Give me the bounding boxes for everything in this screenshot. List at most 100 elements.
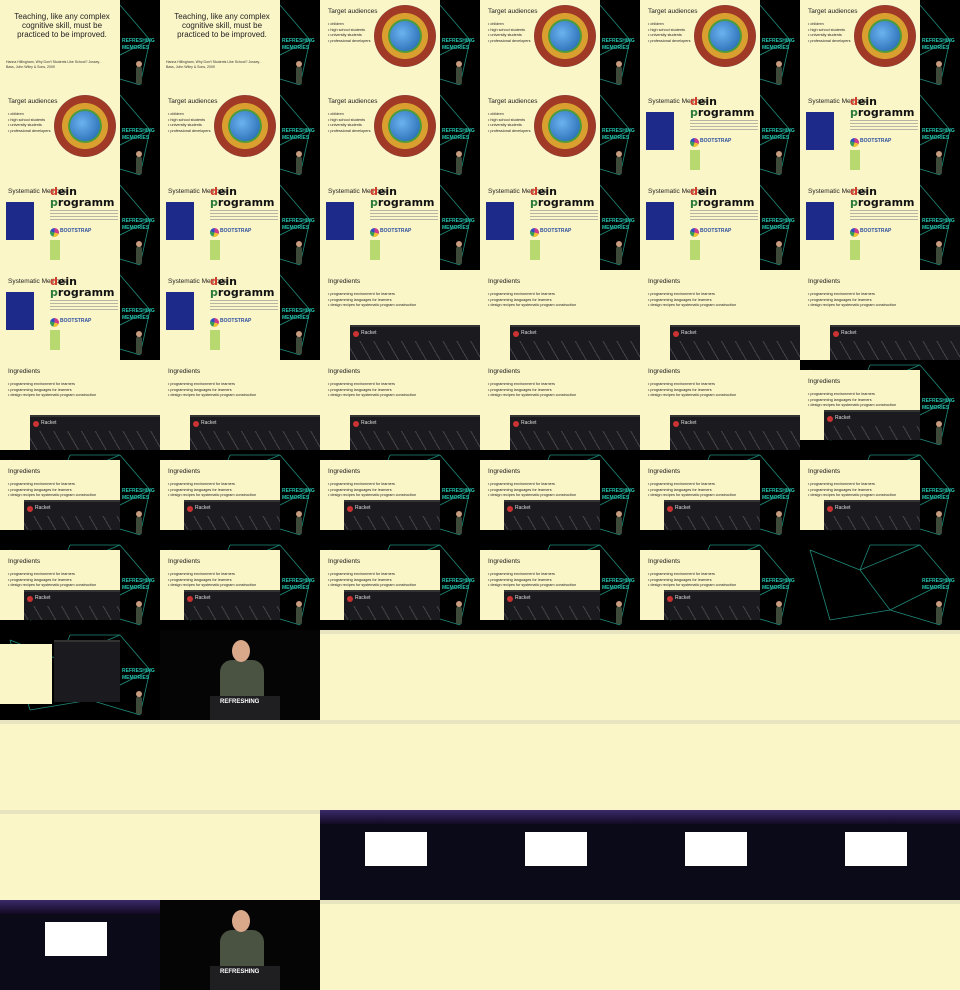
programm-text: programm (850, 197, 915, 208)
globe-image (694, 5, 756, 67)
programm-letter: p (210, 286, 218, 299)
ingredients-slide: Ingredients • programming environment for… (800, 370, 920, 440)
dein-letter: d (530, 185, 538, 198)
dein-rest: ein (857, 95, 877, 108)
bullet-item: • children (328, 22, 344, 26)
methods-slide: Systematic Methods dein programm BOOTSTRAP (320, 180, 440, 270)
racket-graphic (664, 516, 760, 530)
speaker-figure (456, 241, 462, 264)
dein-letter: d (210, 185, 218, 198)
thumbnail-ingredients: Ingredients • programming environment for… (640, 360, 800, 450)
bullet-item: • university students (648, 33, 682, 37)
book-cover (166, 292, 194, 330)
globe-image (214, 95, 276, 157)
speaker-figure (296, 151, 302, 174)
racket-icon (187, 506, 193, 512)
programm-rest: rogramm (57, 286, 115, 299)
bullet-list: • programming environment for learners • … (168, 572, 256, 589)
slide-title: Target audiences (168, 98, 218, 105)
stage-wide-shot (480, 810, 640, 900)
racket-label: Racket (515, 595, 531, 601)
racket-icon (187, 596, 193, 602)
quote-slide: Teaching, like any complex cognitive ski… (160, 0, 280, 90)
description-text (690, 120, 758, 132)
speaker-figure (136, 691, 142, 714)
brand-logo: REFRESHING MEMORIES (762, 488, 796, 502)
ingredients-slide: Ingredients • programming environment for… (320, 360, 480, 450)
bullet-list: • children • high school students • univer… (328, 22, 371, 44)
bullet-list: • programming environment for learners • … (488, 292, 576, 309)
document-screen (640, 900, 800, 990)
bullet-list: • programming environment for learners • … (488, 482, 576, 499)
brand-line: REFRESHING (922, 398, 955, 404)
dein-programm-logo: dein programm (370, 186, 435, 208)
bullet-list: • programming environment for learners • … (168, 482, 256, 499)
bullet-item: • professional developers (808, 38, 851, 43)
thumbnail-ingredients: Ingredients • programming environment for… (800, 270, 960, 360)
bullet-list: • children • high school students • univer… (488, 22, 531, 44)
brand-line: REFRESHING (922, 218, 955, 224)
bullet-item: • high school students (808, 27, 846, 32)
thumbnail-doc (480, 900, 640, 990)
speaker-figure (776, 61, 782, 84)
slide-title: Systematic Methods (648, 98, 707, 105)
brand-line: MEMORIES (922, 225, 950, 231)
document-screen (160, 810, 320, 900)
programm-rest: rogramm (57, 196, 115, 209)
racket-label: Racket (681, 330, 697, 336)
slide-title: Target audiences (328, 98, 378, 105)
methods-slide: Systematic Methods dein programm BOOTSTRAP (640, 180, 760, 270)
racket-label: Racket (675, 595, 691, 601)
thumbnail-ingredients: Ingredients • programming environment for… (320, 270, 480, 360)
thumbnail-ingredients-small: Ingredients • programming environment for… (160, 540, 320, 630)
brand-logo: REFRESHING MEMORIES (762, 218, 796, 232)
projection-screen (45, 922, 107, 956)
bullet-item: • programming languages for learners (648, 487, 712, 492)
methods-slide: Systematic Methods dein programm BOOTSTRAP (640, 90, 760, 180)
thumbnail-network: REFRESHING MEMORIES (800, 540, 960, 630)
speaker-figure (456, 151, 462, 174)
slide-title: Ingredients (808, 278, 841, 285)
speaker-figure (456, 601, 462, 624)
dein-programm-logo: dein programm (210, 276, 275, 298)
brand-line: MEMORIES (602, 45, 630, 51)
brand-logo: REFRESHING MEMORIES (922, 128, 956, 142)
bullet-item: • programming environment for learners (8, 382, 75, 386)
thumbnail-desktop: REFRESHING MEMORIES (0, 630, 160, 720)
dein-programm-logo: dein programm (50, 276, 115, 298)
quote-citation: Hanna Hillingham, Why Don't Students Lik… (166, 60, 261, 69)
document-screen (480, 900, 640, 990)
speaker-closeup: REFRESHING (160, 630, 320, 720)
brand-line: MEMORIES (122, 585, 150, 591)
racket-graphic (24, 606, 120, 620)
dein-programm-logo: dein programm (530, 186, 595, 208)
brand-line: MEMORIES (282, 45, 310, 51)
bullet-list: • programming environment for learners • … (808, 292, 896, 309)
slide-title: Ingredients (328, 558, 361, 565)
programm-rest: rogramm (377, 196, 435, 209)
bullet-item: • programming languages for learners (648, 387, 712, 392)
dein-rest: ein (57, 275, 77, 288)
programm-letter: p (530, 196, 538, 209)
bullet-list: • programming environment for learners • … (808, 392, 896, 409)
bullet-list: • programming environment for learners • … (328, 572, 416, 589)
brand-line: REFRESHING (282, 128, 315, 134)
bootstrap-logo-icon (370, 228, 379, 237)
programm-text: programm (50, 287, 115, 298)
bullet-item: • design recipes for systematic program … (488, 393, 577, 397)
bullet-list: • children • high school students • univer… (808, 22, 851, 44)
description-text (850, 210, 918, 222)
slide-title: Ingredients (648, 278, 681, 285)
programm-text: programm (530, 197, 595, 208)
brand-line: REFRESHING (922, 488, 955, 494)
thumbnail-stage (800, 810, 960, 900)
slide-title: Ingredients (8, 558, 41, 565)
bullet-item: • children (488, 112, 504, 116)
bullet-item: • programming languages for learners (328, 387, 392, 392)
racket-graphic (504, 516, 600, 530)
bullet-item: • professional developers (488, 38, 531, 43)
brand-line: REFRESHING (922, 38, 955, 44)
dein-rest: ein (697, 185, 717, 198)
slide-title: Target audiences (488, 98, 538, 105)
slide-title: Ingredients (648, 468, 681, 475)
